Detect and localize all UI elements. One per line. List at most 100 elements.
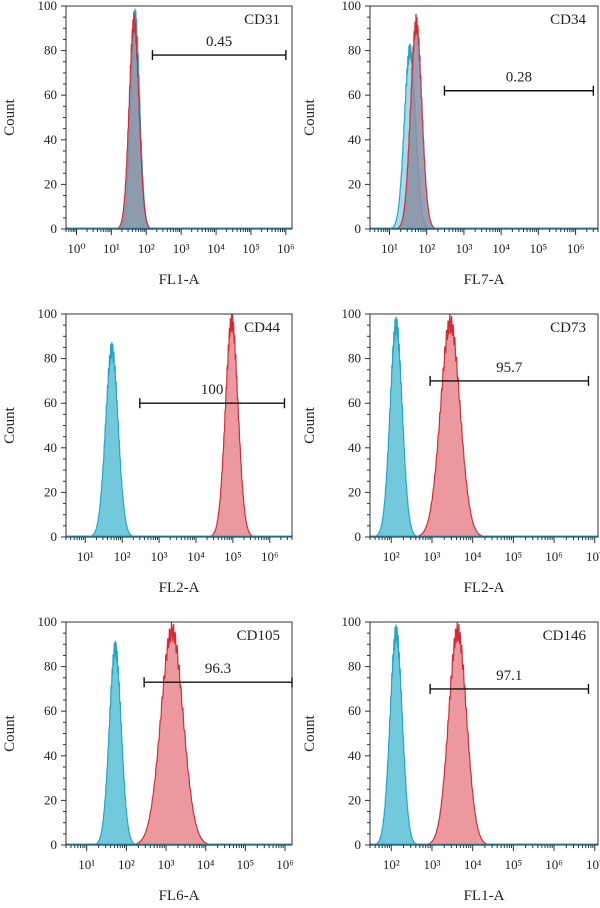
y-axis-title: Count [302,98,318,136]
y-tick-label: 100 [342,308,362,321]
gate-percentage-label: 97.1 [496,668,522,684]
x-tick-label: 10⁵ [530,241,548,256]
x-axis-title: FL1-A [464,888,505,904]
y-tick-label: 0 [51,529,58,544]
y-tick-label: 100 [38,0,58,13]
x-tick-label: 10¹ [103,241,120,256]
histogram-control [370,624,422,846]
gate-percentage-label: 100 [201,382,224,398]
y-axis-title: Count [2,98,18,136]
y-tick-label: 80 [348,659,361,674]
panel-title: CD31 [244,12,280,28]
x-tick-label: 10⁵ [224,549,242,564]
histogram-panel-cd44: 0 20 40 60 80 100 10¹ 10² 10³ 10⁴ 10⁵ 10⁶ 100 CD44 FL2… [2,308,293,596]
x-tick-label: 10¹ [381,241,398,256]
histogram-control [90,640,141,846]
y-tick-label: 0 [355,221,362,236]
x-tick-label: 10⁴ [207,241,225,256]
histogram-panel-cd105: 0 20 40 60 80 100 10¹ 10² 10³ 10⁴ 10⁵ 10⁶ 96.3 CD105 F… [2,616,294,904]
y-tick-label: 40 [44,748,57,763]
y-tick-label: 100 [38,308,58,321]
x-tick-label: 10³ [151,549,168,564]
x-tick-label: 10² [138,241,155,256]
x-tick-label: 10³ [424,857,441,872]
y-tick-label: 40 [348,748,361,763]
x-tick-label: 10¹ [77,549,94,564]
x-tick-label: 10³ [455,241,472,256]
histogram-sample [205,313,259,538]
y-tick-label: 20 [44,176,57,191]
x-tick-label: 10⁵ [505,549,523,564]
x-tick-label: 10⁶ [276,857,294,872]
x-tick-label: 10⁶ [567,241,585,256]
gate-percentage-label: 95.7 [496,360,523,376]
panel-title: CD73 [550,320,586,336]
y-tick-label: 80 [348,351,361,366]
y-tick-label: 20 [348,176,361,191]
histogram-sample [125,621,219,846]
histogram-sample [113,11,155,230]
y-tick-label: 40 [348,132,361,147]
y-tick-label: 20 [348,484,361,499]
y-axis-title: Count [2,406,18,444]
y-tick-label: 20 [44,792,57,807]
x-axis-title: FL6-A [159,888,200,904]
x-tick-label: 10² [418,241,435,256]
histogram-panel-cd146: 0 20 40 60 80 100 10² 10³ 10⁴ 10⁵ 10⁶ 10⁷ 97.1 CD146 F… [302,616,600,904]
y-tick-label: 60 [44,87,57,102]
y-tick-label: 0 [355,837,362,852]
y-tick-label: 20 [348,792,361,807]
x-tick-label: 10⁵ [505,857,523,872]
x-tick-label: 10³ [158,857,175,872]
x-tick-label: 10⁶ [545,549,563,564]
panel-title: CD105 [237,628,280,644]
x-tick-label: 10⁷ [586,549,600,564]
y-tick-label: 100 [342,0,362,13]
x-tick-label: 10⁰ [67,241,85,256]
panel-title: CD34 [550,12,586,28]
histogram-panel-cd31: 0 20 40 60 80 100 10⁰ 10¹ 10² 10³ 10⁴ 10⁵ 10⁶ 0.45 CD3… [2,0,295,288]
histogram-sample [420,621,496,846]
x-tick-label: 10² [118,857,135,872]
y-tick-label: 80 [44,43,57,58]
y-tick-label: 60 [348,703,361,718]
histogram-control [370,316,422,538]
x-axis-title: FL2-A [159,580,200,596]
x-tick-label: 10⁶ [277,241,295,256]
x-tick-label: 10¹ [78,857,95,872]
y-tick-label: 80 [44,351,57,366]
x-tick-label: 10⁴ [197,857,215,872]
gate-percentage-label: 96.3 [205,661,231,677]
y-axis-title: Count [302,714,318,752]
histogram-sample [392,13,440,230]
x-axis-title: FL1-A [159,272,200,288]
x-tick-label: 10² [383,857,400,872]
y-axis-title: Count [2,714,18,752]
histogram-control [85,342,139,538]
y-tick-label: 40 [348,440,361,455]
x-tick-label: 10⁴ [187,549,205,564]
plot-frame [65,5,293,230]
x-tick-label: 10⁶ [261,549,279,564]
y-tick-label: 0 [355,529,362,544]
histogram-panel-cd73: 0 20 40 60 80 100 10² 10³ 10⁴ 10⁵ 10⁶ 10⁷ 95.7 CD73 FL… [302,308,600,596]
panel-title: CD44 [244,320,280,336]
y-tick-label: 60 [44,395,57,410]
y-tick-label: 60 [348,395,361,410]
gate-percentage-label: 0.28 [506,70,532,86]
y-tick-label: 20 [44,484,57,499]
x-tick-label: 10⁷ [586,857,600,872]
x-tick-label: 10⁶ [545,857,563,872]
panel-title: CD146 [543,628,587,644]
y-axis-title: Count [302,406,318,444]
y-tick-label: 40 [44,132,57,147]
x-tick-label: 10³ [424,549,441,564]
y-tick-label: 100 [342,616,362,629]
x-tick-label: 10³ [173,241,190,256]
y-tick-label: 0 [51,837,58,852]
y-tick-label: 40 [44,440,57,455]
x-axis-title: FL2-A [464,580,505,596]
histogram-sample [409,313,492,538]
x-tick-label: 10⁴ [492,241,510,256]
